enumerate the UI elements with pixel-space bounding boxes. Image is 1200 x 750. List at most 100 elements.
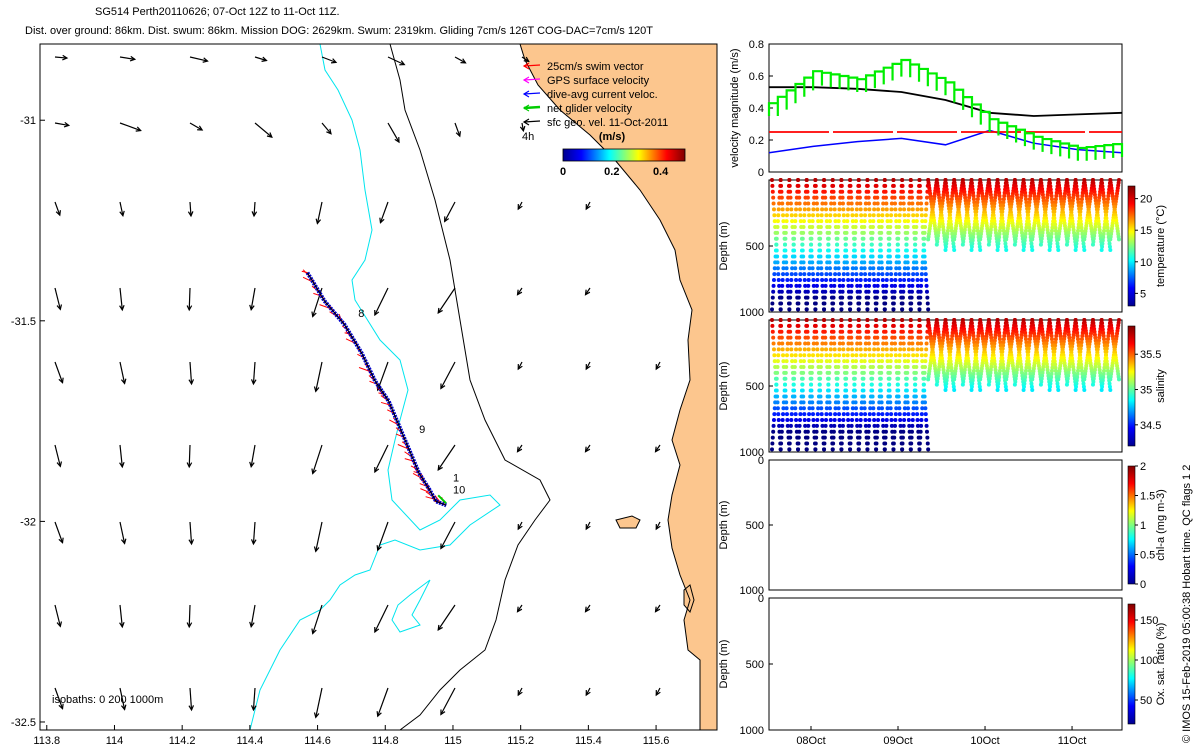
time-tick-label: 11Oct — [1058, 735, 1087, 747]
velocity-arrow — [188, 521, 195, 546]
profile-sample — [794, 277, 799, 282]
profile-sample — [779, 301, 784, 306]
profile-sample — [818, 394, 823, 399]
profile-sample — [780, 347, 785, 352]
profile-sample — [809, 236, 814, 241]
profile-sample — [854, 412, 859, 417]
profile-sample — [857, 435, 862, 440]
profile-sample — [922, 376, 927, 381]
profile-sample — [791, 242, 796, 247]
profile-sample — [1104, 346, 1109, 351]
swim-vector — [425, 491, 435, 498]
profile-sample — [849, 195, 854, 200]
profile-sample — [807, 219, 812, 224]
profile-sample — [1073, 387, 1078, 392]
profile-sample — [1078, 209, 1083, 214]
colorbar-tick-label: 0.5 — [1140, 550, 1155, 562]
profile-sample — [781, 272, 786, 277]
profile-sample — [811, 283, 816, 288]
swim-vector — [397, 444, 410, 450]
profile-sample — [898, 283, 903, 288]
profile-sample — [1012, 242, 1017, 247]
profile-sample — [1048, 187, 1053, 192]
profile-sample — [820, 283, 825, 288]
profile-sample — [950, 333, 955, 338]
profile-sample — [872, 277, 877, 282]
profile-sample — [770, 441, 775, 446]
profile-sample — [1067, 195, 1072, 200]
profile-sample — [859, 266, 864, 271]
profile-sample — [1023, 235, 1028, 240]
profile-sample — [831, 301, 836, 306]
profile-sample — [949, 222, 954, 227]
profile-sample — [897, 266, 902, 271]
profile-sample — [901, 201, 906, 206]
profile-sample — [848, 435, 853, 440]
profile-sample — [1049, 375, 1054, 380]
profile-sample — [993, 195, 998, 200]
profile-sample — [811, 412, 816, 417]
profile-sample — [914, 219, 919, 224]
profile-sample — [996, 241, 1001, 246]
profile-sample — [1078, 356, 1083, 361]
profile-sample — [840, 423, 845, 428]
profile-sample — [915, 283, 920, 288]
velocity-arrow — [655, 521, 661, 531]
profile-sample — [801, 260, 806, 265]
profile-sample — [972, 200, 977, 205]
profile-sample — [1107, 244, 1112, 249]
profile-sample — [853, 254, 858, 259]
profile-sample — [1044, 219, 1049, 224]
profile-sample — [1070, 219, 1075, 224]
profile-sample — [924, 201, 929, 206]
profile-sample — [811, 341, 816, 346]
profile-sample — [963, 335, 968, 340]
profile-sample — [805, 295, 810, 300]
velocity-arrow — [186, 604, 193, 629]
profile-sample — [1075, 190, 1080, 195]
velocity-arrow — [119, 604, 125, 629]
profile-sample — [839, 178, 844, 182]
profile-sample — [872, 341, 877, 346]
profile-sample — [1092, 373, 1097, 378]
profile-sample — [897, 406, 902, 411]
profile-sample — [872, 207, 877, 212]
profile-sample — [792, 236, 797, 241]
profile-sample — [840, 341, 845, 346]
profile-sample — [820, 417, 825, 422]
profile-sample — [814, 283, 819, 288]
profile-sample — [884, 201, 889, 206]
profile-axis-label: Depth (m) — [718, 362, 730, 411]
profile-sample — [1001, 222, 1006, 227]
profile-sample — [962, 373, 967, 378]
profile-sample — [804, 318, 809, 322]
profile-sample — [920, 219, 925, 224]
profile-sample — [944, 187, 949, 192]
profile-sample — [988, 332, 993, 337]
profile-sample — [987, 180, 992, 185]
velocity-arrow — [516, 444, 523, 453]
velocity-arrow — [654, 604, 661, 613]
profile-sample — [802, 272, 807, 277]
profile-sample — [972, 340, 977, 345]
legend-item: sfc geo. vel. 11-Oct-2011 — [522, 117, 668, 129]
velocity-arrow — [437, 287, 456, 314]
profile-sample — [774, 248, 779, 253]
profile-sample — [962, 233, 967, 238]
profile-sample — [876, 359, 881, 364]
profile-sample — [967, 192, 972, 197]
map-y-tick-label: -31 — [20, 115, 36, 127]
profile-sample — [771, 417, 776, 422]
profile-sample — [1100, 381, 1105, 386]
profile-sample — [997, 333, 1002, 338]
profile-sample — [961, 379, 966, 384]
profile-sample — [1072, 329, 1077, 334]
profile-sample — [820, 201, 825, 206]
profile-sample — [830, 318, 835, 322]
profile-sample — [1048, 184, 1053, 189]
velocity-arrow — [311, 604, 323, 635]
colorbar-label: chl-a (mg m-3) — [1155, 489, 1167, 561]
profile-sample — [904, 236, 909, 241]
